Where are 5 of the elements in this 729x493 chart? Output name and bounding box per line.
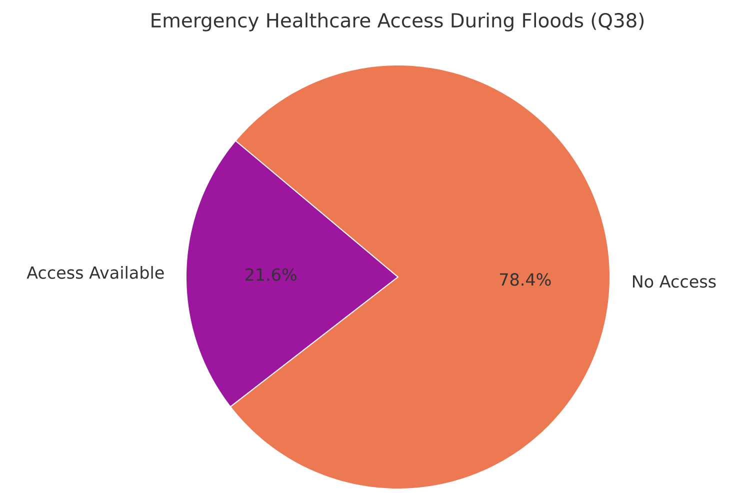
slice-label: Access Available [26,266,164,279]
chart-title: Emergency Healthcare Access During Floods (Q38) [152,12,644,32]
data-label: 78.4% [500,273,551,286]
slice-label: No Access [633,275,716,288]
data-label: 21.6% [246,268,296,281]
